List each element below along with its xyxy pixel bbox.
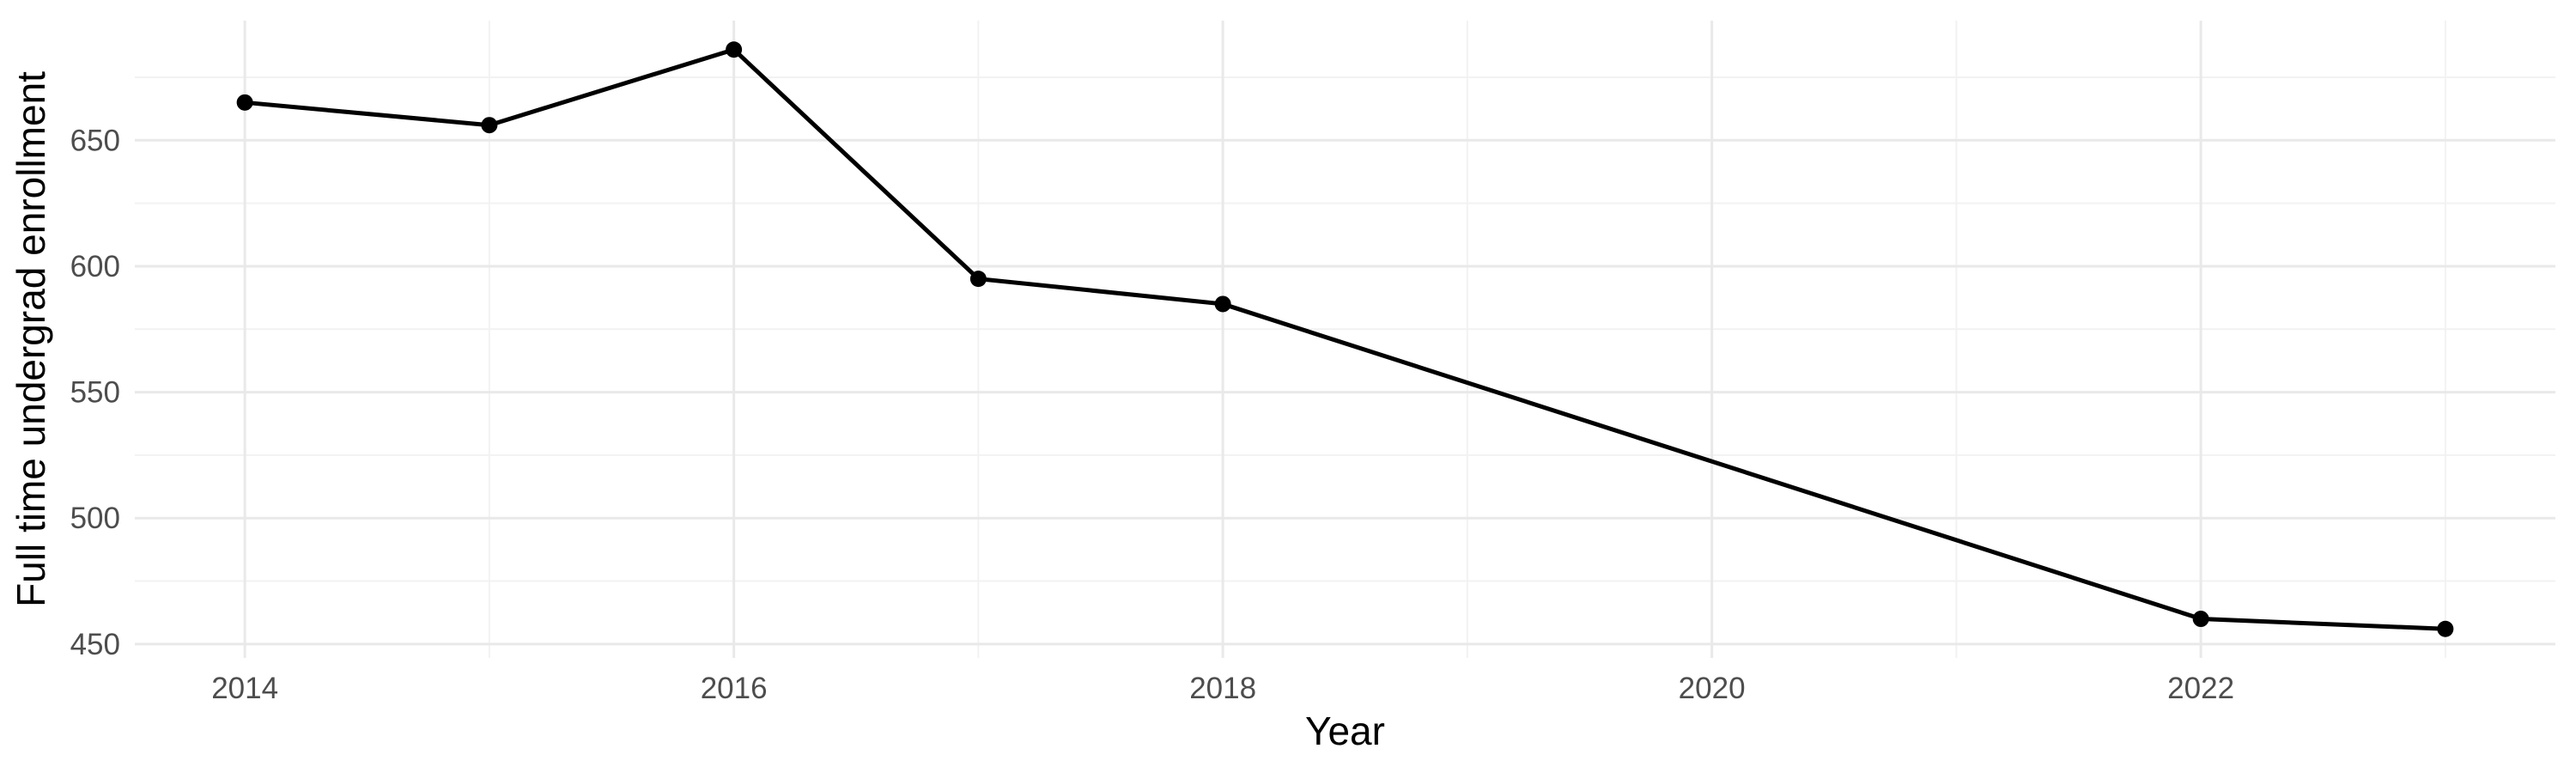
x-tick-label: 2014 [211, 672, 278, 705]
data-point [969, 271, 987, 288]
x-tick-label: 2016 [701, 672, 768, 705]
series-line [244, 47, 2445, 631]
data-series-line [236, 41, 2454, 637]
gridlines-major [135, 21, 2555, 658]
gridlines-minor [135, 21, 2555, 658]
data-point [726, 41, 743, 58]
y-axis-title: Full time undergrad enrollment [9, 71, 53, 607]
data-point [2437, 620, 2454, 637]
y-tick-label: 550 [70, 376, 120, 410]
x-tick-label: 2018 [1189, 672, 1256, 705]
data-point [481, 117, 498, 134]
x-axis-tick-labels: 2014 2016 2018 2020 2022 [211, 672, 2234, 705]
x-tick-label: 2020 [1679, 672, 1746, 705]
y-tick-label: 450 [70, 628, 120, 661]
x-tick-label: 2022 [2167, 672, 2234, 705]
data-point [1214, 295, 1231, 313]
data-point [236, 94, 253, 111]
y-tick-label: 600 [70, 250, 120, 283]
y-tick-label: 650 [70, 124, 120, 157]
y-axis-tick-labels: 450 500 550 600 650 [70, 124, 120, 661]
data-point [2192, 611, 2209, 628]
x-axis-title: Year [1305, 709, 1385, 753]
y-tick-label: 500 [70, 502, 120, 535]
